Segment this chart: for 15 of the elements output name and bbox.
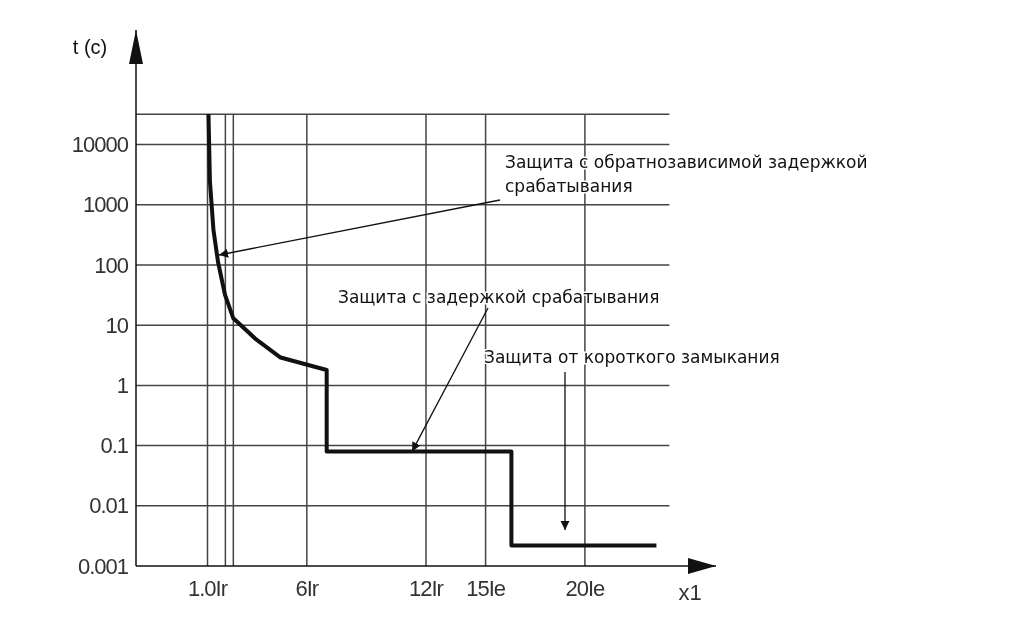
x-tick-label: 12Ir: [409, 576, 444, 601]
y-axis-title: t (c): [72, 36, 108, 58]
x-axis-title: x1: [678, 580, 702, 605]
y-tick-label: 100: [94, 252, 129, 278]
y-tick-label: 0.01: [89, 493, 129, 519]
x-tick-label: 15Ie: [466, 576, 506, 601]
x-tick-label: 1.0Ir: [187, 576, 228, 601]
x-tick-label: 6Ir: [295, 576, 319, 601]
y-tick-label: 0.1: [100, 433, 129, 459]
y-tick-label: 1: [116, 373, 129, 399]
y-tick-label: 1000: [83, 192, 129, 218]
y-tick-label: 0.001: [77, 553, 129, 579]
y-tick-label: 10: [105, 312, 129, 338]
x-tick-label: 20Ie: [565, 576, 606, 601]
y-tick-label: 10000: [71, 132, 129, 158]
